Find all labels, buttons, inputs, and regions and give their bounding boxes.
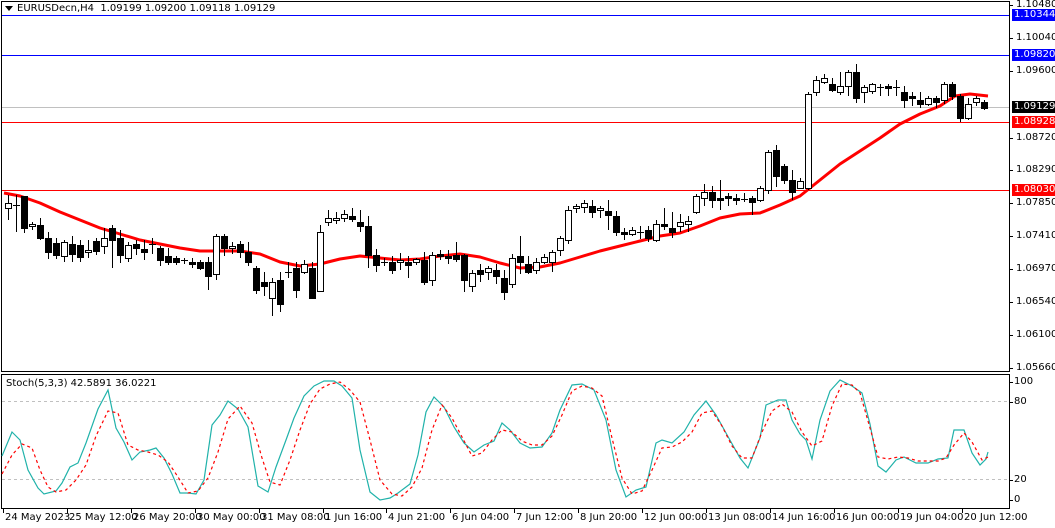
price-tick-label: 1.05660 [1016, 362, 1055, 373]
stoch-level-lines [2, 401, 1009, 480]
stoch-panel-frame [1, 374, 1010, 509]
triangle-down-icon[interactable] [5, 6, 13, 11]
blue-level-price-tag: 1.09820 [1012, 49, 1055, 61]
blue-level-price-tag: 1.10344 [1012, 9, 1055, 21]
time-tick-label: 19 Jun 04:00 [900, 512, 964, 523]
time-tick-label: 1 Jun 16:00 [325, 512, 383, 523]
price-tick-label: 1.06970 [1016, 263, 1055, 274]
time-tick-label: 12 Jun 00:00 [644, 512, 708, 523]
stoch-signal-line [1, 381, 989, 497]
price-tick-label: 1.06100 [1016, 329, 1055, 340]
price-tick-label: 1.08720 [1016, 132, 1055, 143]
time-tick-label: 24 May 2023 [5, 512, 71, 523]
time-tick-label: 20 Jun 12:00 [964, 512, 1028, 523]
chart-title: EURUSDecn,H4 1.09199 1.09200 1.09118 1.0… [17, 3, 275, 14]
price-tick-label: 1.10480 [1016, 0, 1055, 10]
time-tick-label: 6 Jun 04:00 [452, 512, 510, 523]
time-tick-label: 7 Jun 12:00 [516, 512, 574, 523]
price-panel-frame [1, 1, 1010, 372]
price-axis-ticks [1009, 5, 1013, 501]
red-level-price-tag: 1.08030 [1012, 184, 1055, 196]
stoch-tick-label: 80 [1014, 396, 1027, 407]
moving-average-line [3, 92, 989, 270]
stoch-tick-label: 100 [1014, 376, 1034, 387]
time-tick-label: 26 May 20:00 [133, 512, 202, 523]
time-tick-label: 31 May 08:00 [261, 512, 330, 523]
price-tick-label: 1.06540 [1016, 296, 1055, 307]
stoch-lines [1, 379, 989, 501]
ohlc-values: 1.09199 1.09200 1.09118 1.09129 [100, 3, 276, 14]
time-tick-label: 4 Jun 21:00 [388, 512, 446, 523]
price-tick-label: 1.09600 [1016, 65, 1055, 76]
red-level-price-tag: 1.08928 [1012, 116, 1055, 128]
time-tick-label: 8 Jun 20:00 [580, 512, 638, 523]
stoch-label: Stoch(5,3,3) 42.5891 36.0221 [6, 378, 157, 389]
horizontal-levels [2, 15, 1009, 191]
stoch-tick-label: 0 [1014, 494, 1021, 505]
stoch-main-line [1, 379, 989, 501]
price-tick-label: 1.08290 [1016, 164, 1055, 175]
price-tick-label: 1.07410 [1016, 230, 1055, 241]
price-tick-label: 1.07850 [1016, 197, 1055, 208]
time-tick-label: 13 Jun 08:00 [708, 512, 772, 523]
time-axis-ticks [3, 509, 963, 513]
symbol-label: EURUSDecn,H4 [17, 3, 95, 14]
stoch-tick-label: 20 [1014, 474, 1027, 485]
time-tick-label: 16 Jun 00:00 [836, 512, 900, 523]
bid-price-tag: 1.09129 [1012, 101, 1055, 113]
candlesticks [5, 64, 988, 316]
price-tick-label: 1.10040 [1016, 32, 1055, 43]
time-tick-label: 14 Jun 16:00 [772, 512, 836, 523]
time-tick-label: 30 May 00:00 [197, 512, 266, 523]
time-tick-label: 25 May 12:00 [69, 512, 138, 523]
